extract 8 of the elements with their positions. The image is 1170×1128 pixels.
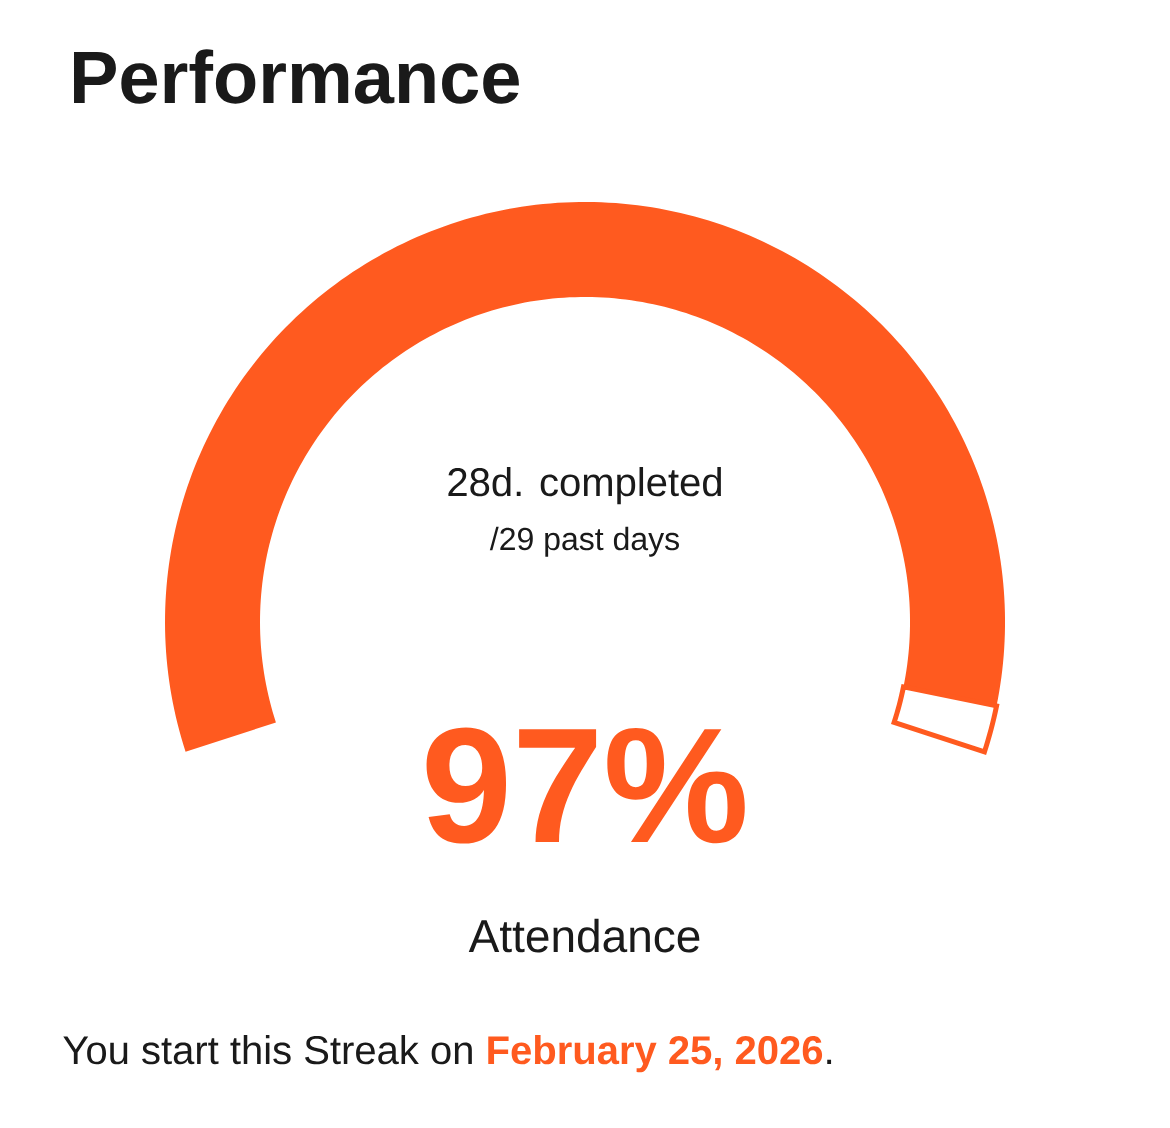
text: February 25, 2026 xyxy=(488,1035,823,1073)
text: 28d. completed xyxy=(448,467,721,505)
text: You start this Streak on xyxy=(63,1035,472,1065)
text: /29 past days xyxy=(489,526,679,557)
chart-title: Performance xyxy=(74,49,519,104)
text: . xyxy=(827,1059,832,1064)
text: Attendance xyxy=(468,918,700,953)
text: 97% xyxy=(426,727,745,844)
